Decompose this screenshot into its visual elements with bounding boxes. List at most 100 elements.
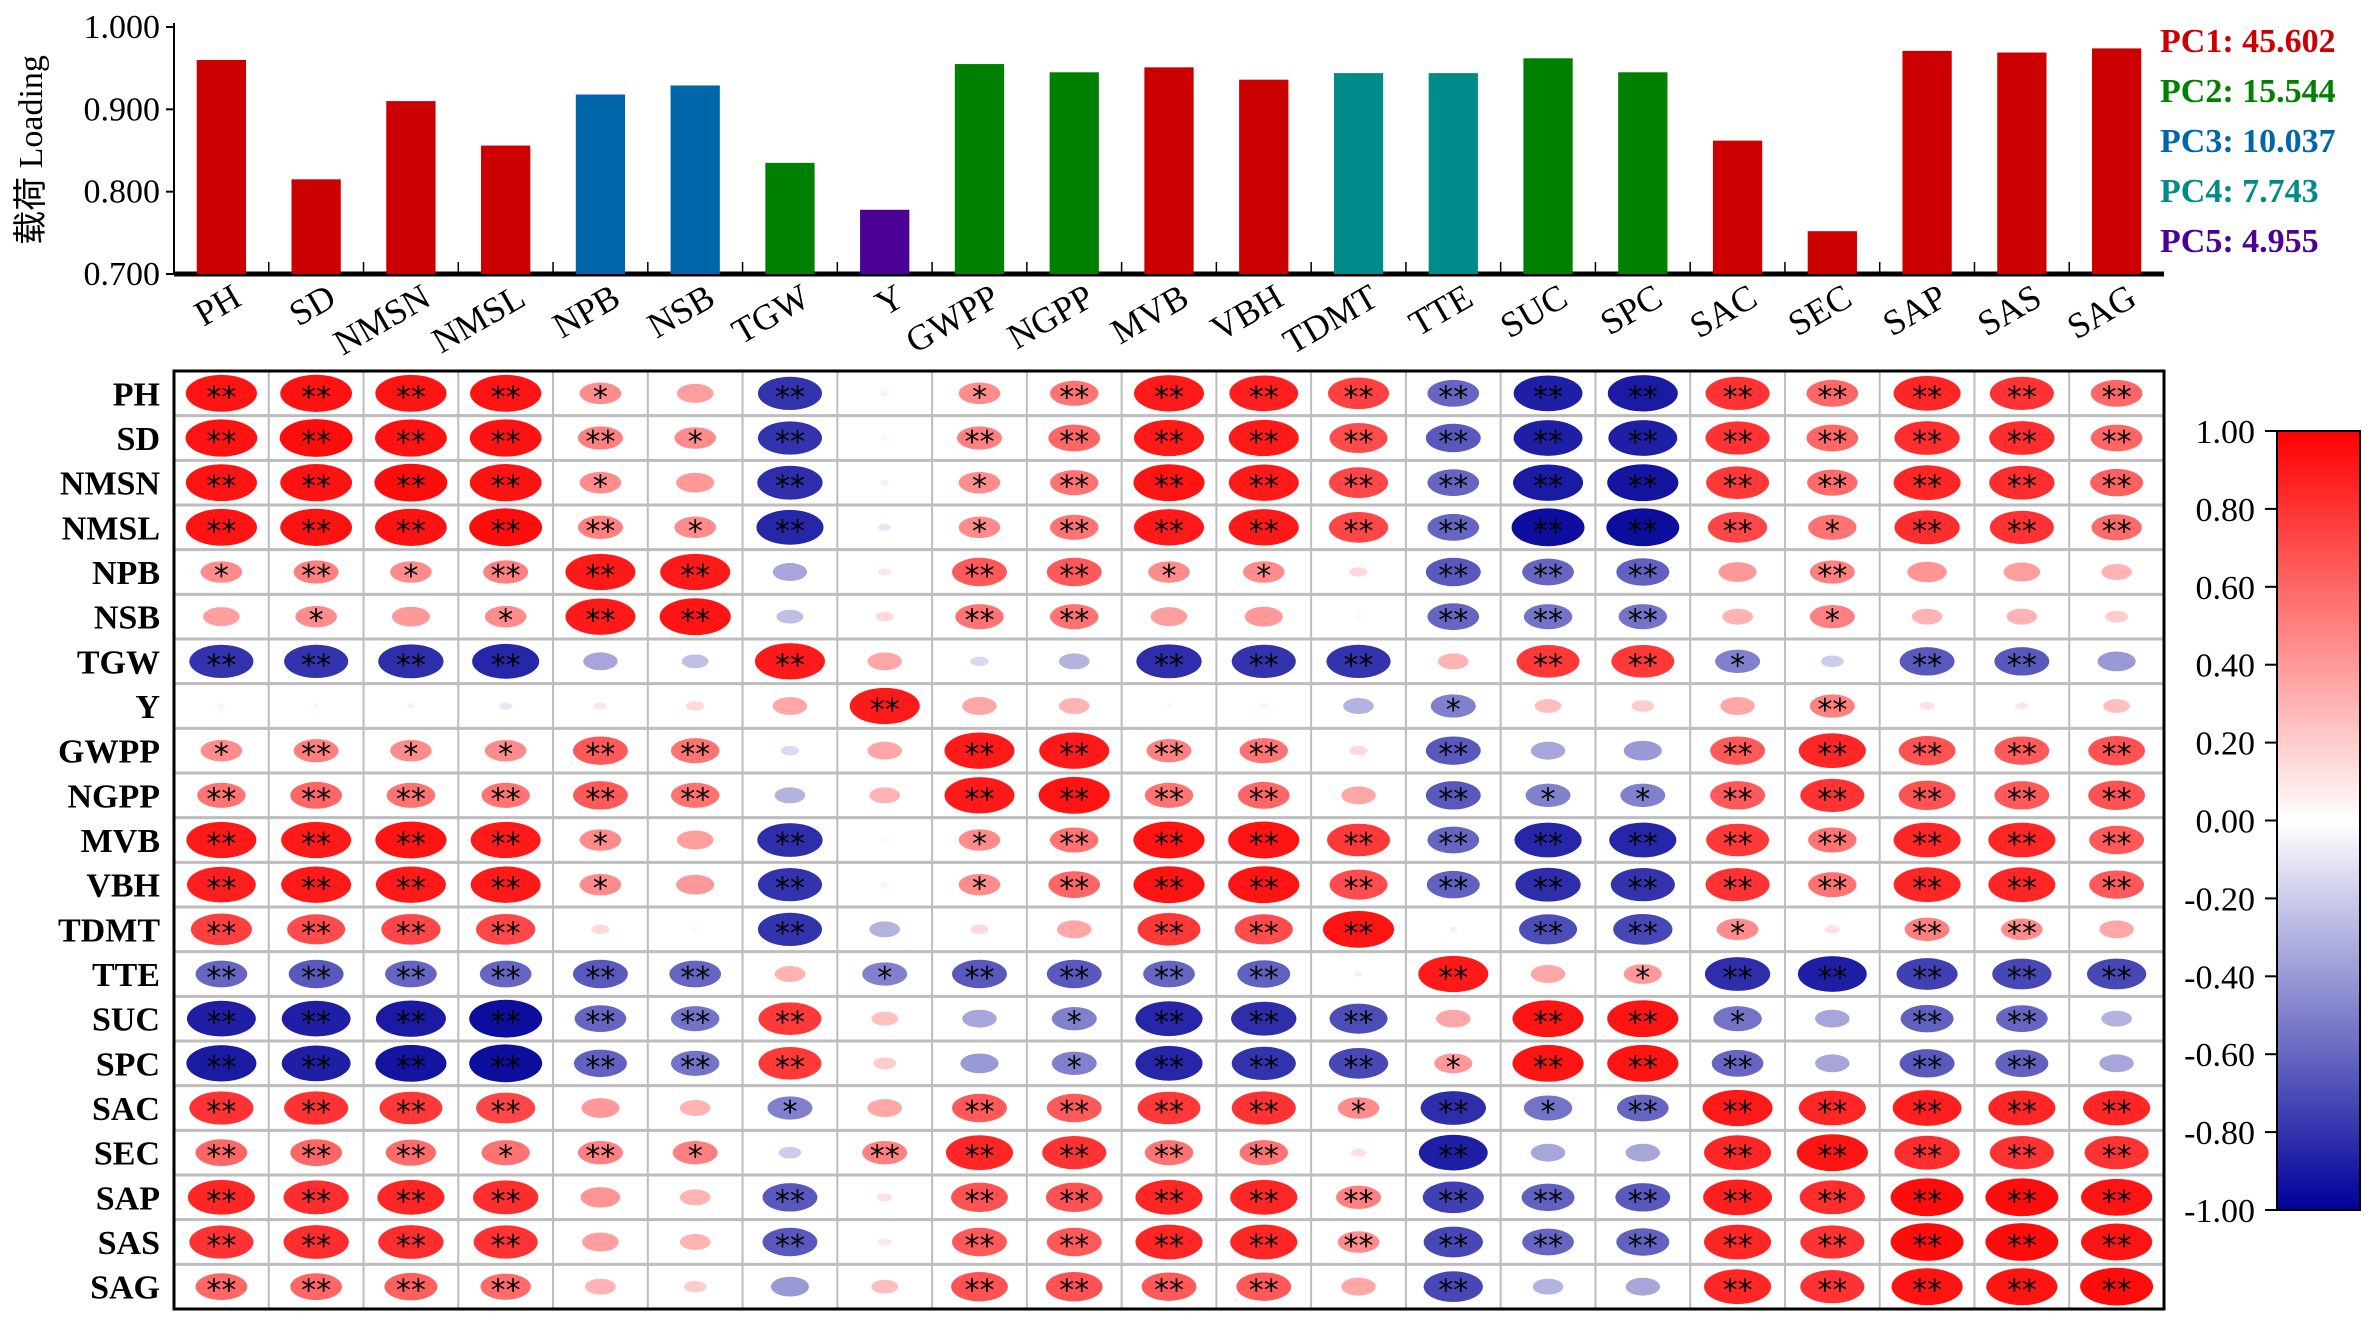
cell-ngpp-sas: [1994, 781, 2050, 810]
significance-mark: **: [1438, 380, 1468, 415]
cell-sap-sec: [1799, 1180, 1865, 1215]
cell-sac-nmsl: [476, 1092, 536, 1124]
significance-mark: **: [870, 1140, 900, 1175]
x-tick-label: MVB: [1104, 276, 1195, 352]
cell-sap-nmsn: [377, 1179, 445, 1215]
significance-mark: **: [964, 1229, 994, 1264]
significance-mark: **: [1628, 872, 1658, 907]
cell-nmsn-tgw: [757, 465, 823, 500]
significance-mark: **: [1059, 782, 1089, 817]
cell-npb-sac: [1718, 562, 1757, 582]
significance-mark: **: [585, 1140, 615, 1175]
significance-mark: **: [491, 425, 521, 460]
cell-suc-tgw: [758, 1002, 822, 1035]
x-tick-label: SPC: [1593, 276, 1668, 343]
significance-mark: **: [775, 648, 805, 683]
significance-mark: **: [206, 514, 236, 549]
significance-mark: **: [1249, 961, 1279, 996]
cell-mvb-mvb: [1133, 821, 1205, 859]
cell-ngpp-spc: [1620, 783, 1666, 808]
cell-nmsl-y: [877, 523, 892, 531]
cell-sag-y: [871, 1279, 899, 1294]
cell-y-vbh: [1259, 703, 1268, 709]
significance-mark: **: [301, 380, 331, 415]
cell-sap-sas: [1985, 1178, 2059, 1217]
cell-suc-sec: [1815, 1009, 1850, 1028]
significance-mark: **: [301, 738, 331, 773]
cell-gwpp-sd: [293, 738, 339, 763]
x-tick-label: GWPP: [899, 276, 1006, 361]
cell-mvb-sec: [1808, 827, 1857, 853]
significance-mark: **: [396, 872, 426, 907]
significance-mark: **: [2102, 380, 2132, 415]
significance-mark: **: [1154, 470, 1184, 505]
cell-vbh-suc: [1515, 867, 1581, 902]
cell-spc-sec: [1815, 1054, 1850, 1073]
row-label: SD: [117, 421, 160, 458]
x-tick-label: NPB: [546, 276, 627, 346]
cell-vbh-nmsn: [375, 866, 446, 903]
cell-suc-mvb: [1135, 1001, 1203, 1037]
bar-tdmt: [1333, 73, 1384, 275]
colorbar-bar: [2276, 430, 2361, 1211]
significance-mark: **: [2007, 1140, 2037, 1175]
cell-sap-sap: [1890, 1178, 1964, 1217]
significance-mark: **: [206, 648, 236, 683]
cell-nmsn-ngpp: [1050, 470, 1099, 496]
cell-tdmt-sag: [2099, 920, 2134, 939]
significance-mark: **: [2102, 425, 2132, 460]
cell-ph-spc: [1607, 375, 1678, 412]
cell-tgw-sac: [1715, 649, 1761, 674]
cell-mvb-sag: [2089, 825, 2145, 855]
cell-tte-vbh: [1237, 960, 1291, 988]
cell-sap-tgw: [762, 1183, 818, 1212]
cell-tte-suc: [1530, 965, 1566, 983]
x-tick-label: SAG: [2060, 276, 2142, 347]
cell-nmsn-npb: [579, 471, 622, 494]
cell-sec-ph: [195, 1139, 248, 1167]
significance-mark: **: [2102, 827, 2132, 862]
cell-sag-spc: [1625, 1277, 1661, 1296]
significance-mark: **: [1249, 470, 1279, 505]
significance-mark: **: [301, 916, 331, 951]
cell-sas-suc: [1522, 1228, 1574, 1256]
cell-vbh-nmsl: [470, 866, 541, 903]
significance-mark: **: [1628, 425, 1658, 460]
bar-npb: [575, 94, 626, 274]
significance-mark: **: [1533, 1006, 1563, 1041]
cell-gwpp-sac: [1710, 736, 1766, 765]
cell-ngpp-mvb: [1144, 782, 1194, 808]
cell-ngpp-nsb: [670, 782, 720, 808]
significance-mark: **: [1817, 1140, 1847, 1175]
cell-y-gwpp: [962, 697, 997, 715]
significance-mark: **: [1438, 514, 1468, 549]
cell-tte-sap: [1896, 958, 1958, 990]
significance-mark: **: [491, 559, 521, 594]
significance-mark: *: [972, 514, 987, 549]
cell-nsb-tte: [1427, 603, 1480, 631]
cell-suc-nmsl: [469, 999, 543, 1038]
significance-mark: **: [396, 514, 426, 549]
significance-mark: *: [688, 514, 703, 549]
cell-sap-vbh: [1230, 1179, 1298, 1215]
cell-tdmt-mvb: [1137, 913, 1201, 946]
significance-mark: **: [585, 425, 615, 460]
colorbar-tick-label: -0.40: [2184, 959, 2255, 996]
significance-mark: **: [1249, 1050, 1279, 1085]
cell-sas-sag: [2081, 1223, 2153, 1261]
significance-mark: **: [964, 782, 994, 817]
cell-ph-tgw: [757, 376, 823, 410]
significance-mark: **: [301, 559, 331, 594]
row-label: SUC: [92, 1002, 160, 1039]
cell-sag-tgw: [770, 1276, 810, 1297]
cell-vbh-vbh: [1228, 866, 1300, 904]
cell-ph-suc: [1513, 375, 1583, 412]
cell-vbh-sap: [1893, 867, 1961, 903]
cell-suc-nmsn: [375, 1000, 446, 1037]
cell-nmsn-nmsn: [374, 463, 448, 502]
cell-y-tdmt: [1343, 698, 1374, 714]
significance-mark: **: [1817, 1274, 1847, 1309]
significance-mark: **: [1723, 1229, 1753, 1264]
significance-mark: **: [1533, 648, 1563, 683]
cell-nmsl-ph: [185, 508, 257, 546]
